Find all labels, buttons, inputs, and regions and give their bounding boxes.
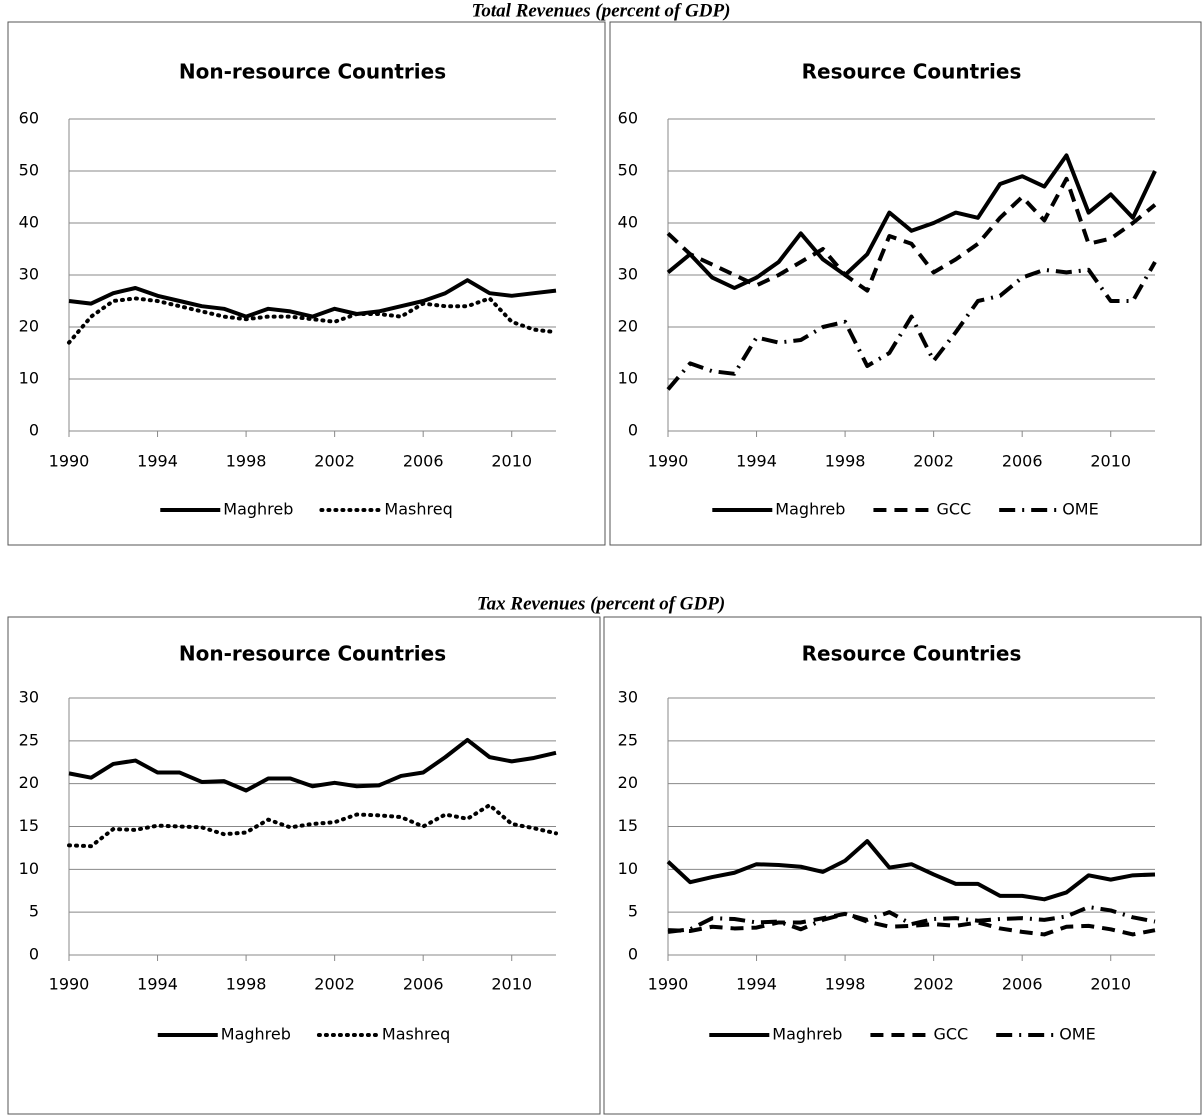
y-tick-label: 20: [618, 317, 638, 336]
x-tick-label: 2010: [491, 975, 532, 994]
panel-border: [7, 616, 601, 1115]
y-tick-label: 0: [29, 945, 39, 964]
series-line: [67, 296, 558, 345]
legend-label: Maghreb: [223, 500, 293, 519]
legend-label: OME: [1062, 500, 1099, 519]
section-title: Tax Revenues (percent of GDP): [477, 593, 725, 614]
y-tick-label: 30: [19, 265, 39, 284]
legend: Maghreb Mashreq: [157, 1025, 450, 1044]
x-tick-label: 2006: [403, 975, 444, 994]
x-tick-label: 1990: [648, 452, 689, 471]
x-tick-label: 2002: [913, 975, 954, 994]
y-tick-label: 15: [19, 816, 39, 835]
x-tick-label: 2010: [491, 452, 532, 471]
series-line: [68, 737, 557, 793]
x-tick-label: 1994: [736, 975, 777, 994]
x-tick-label: 1994: [137, 452, 178, 471]
series-line: [666, 261, 1157, 391]
y-tick-label: 25: [19, 730, 39, 749]
y-tick-label: 30: [19, 688, 39, 707]
x-tick-label: 1990: [49, 975, 90, 994]
x-tick-label: 2006: [403, 452, 444, 471]
y-tick-label: 30: [618, 265, 638, 284]
x-tick-label: 1990: [49, 452, 90, 471]
chart-title: Non-resource Countries: [179, 60, 446, 84]
x-tick-label: 1998: [825, 975, 866, 994]
y-tick-label: 5: [628, 902, 638, 921]
series-line: [666, 176, 1157, 293]
legend-label: Maghreb: [772, 1025, 842, 1044]
legend-label: Mashreq: [384, 500, 452, 519]
legend: Maghreb Mashreq: [160, 500, 453, 519]
x-tick-label: 2002: [314, 452, 355, 471]
legend-label: OME: [1059, 1025, 1096, 1044]
y-tick-label: 20: [19, 317, 39, 336]
legend-label: Mashreq: [382, 1025, 450, 1044]
y-tick-label: 20: [618, 773, 638, 792]
legend-label: GCC: [933, 1025, 968, 1044]
y-tick-label: 60: [618, 109, 638, 128]
y-tick-label: 60: [19, 109, 39, 128]
x-tick-label: 1998: [825, 452, 866, 471]
y-tick-label: 10: [618, 859, 638, 878]
panel-border: [609, 21, 1202, 546]
x-tick-label: 2010: [1090, 975, 1131, 994]
legend-label: Maghreb: [221, 1025, 291, 1044]
chart-title: Non-resource Countries: [179, 642, 446, 666]
y-tick-label: 0: [628, 421, 638, 440]
section-title: Total Revenues (percent of GDP): [472, 0, 731, 21]
chart-title: Resource Countries: [802, 642, 1022, 666]
series-line: [68, 278, 557, 319]
x-tick-label: 2006: [1002, 975, 1043, 994]
series-line: [666, 153, 1157, 290]
y-tick-label: 10: [19, 859, 39, 878]
y-tick-label: 40: [19, 213, 39, 232]
x-tick-label: 1990: [648, 975, 689, 994]
x-tick-label: 1998: [226, 975, 267, 994]
legend-label: GCC: [936, 500, 971, 519]
x-tick-label: 2002: [913, 452, 954, 471]
y-tick-label: 25: [618, 730, 638, 749]
chart-title: Resource Countries: [802, 60, 1022, 84]
legend: Maghreb GCC OME: [709, 1025, 1096, 1044]
y-tick-label: 40: [618, 213, 638, 232]
legend: Maghreb GCC OME: [712, 500, 1099, 519]
y-tick-label: 0: [628, 945, 638, 964]
y-tick-label: 0: [29, 421, 39, 440]
y-tick-label: 15: [618, 816, 638, 835]
y-tick-label: 30: [618, 688, 638, 707]
y-tick-label: 10: [19, 369, 39, 388]
panel-border: [7, 21, 606, 546]
y-tick-label: 20: [19, 773, 39, 792]
panel-border: [603, 616, 1202, 1115]
x-tick-label: 1994: [736, 452, 777, 471]
series-line: [666, 839, 1156, 902]
x-tick-label: 1994: [137, 975, 178, 994]
x-tick-label: 2002: [314, 975, 355, 994]
x-tick-label: 1998: [226, 452, 267, 471]
y-tick-label: 50: [618, 161, 638, 180]
legend-label: Maghreb: [775, 500, 845, 519]
series-line: [67, 803, 558, 849]
y-tick-label: 10: [618, 369, 638, 388]
x-tick-label: 2010: [1090, 452, 1131, 471]
y-tick-label: 50: [19, 161, 39, 180]
x-tick-label: 2006: [1002, 452, 1043, 471]
series-line: [667, 911, 1156, 937]
series-line: [667, 905, 1156, 934]
y-tick-label: 5: [29, 902, 39, 921]
